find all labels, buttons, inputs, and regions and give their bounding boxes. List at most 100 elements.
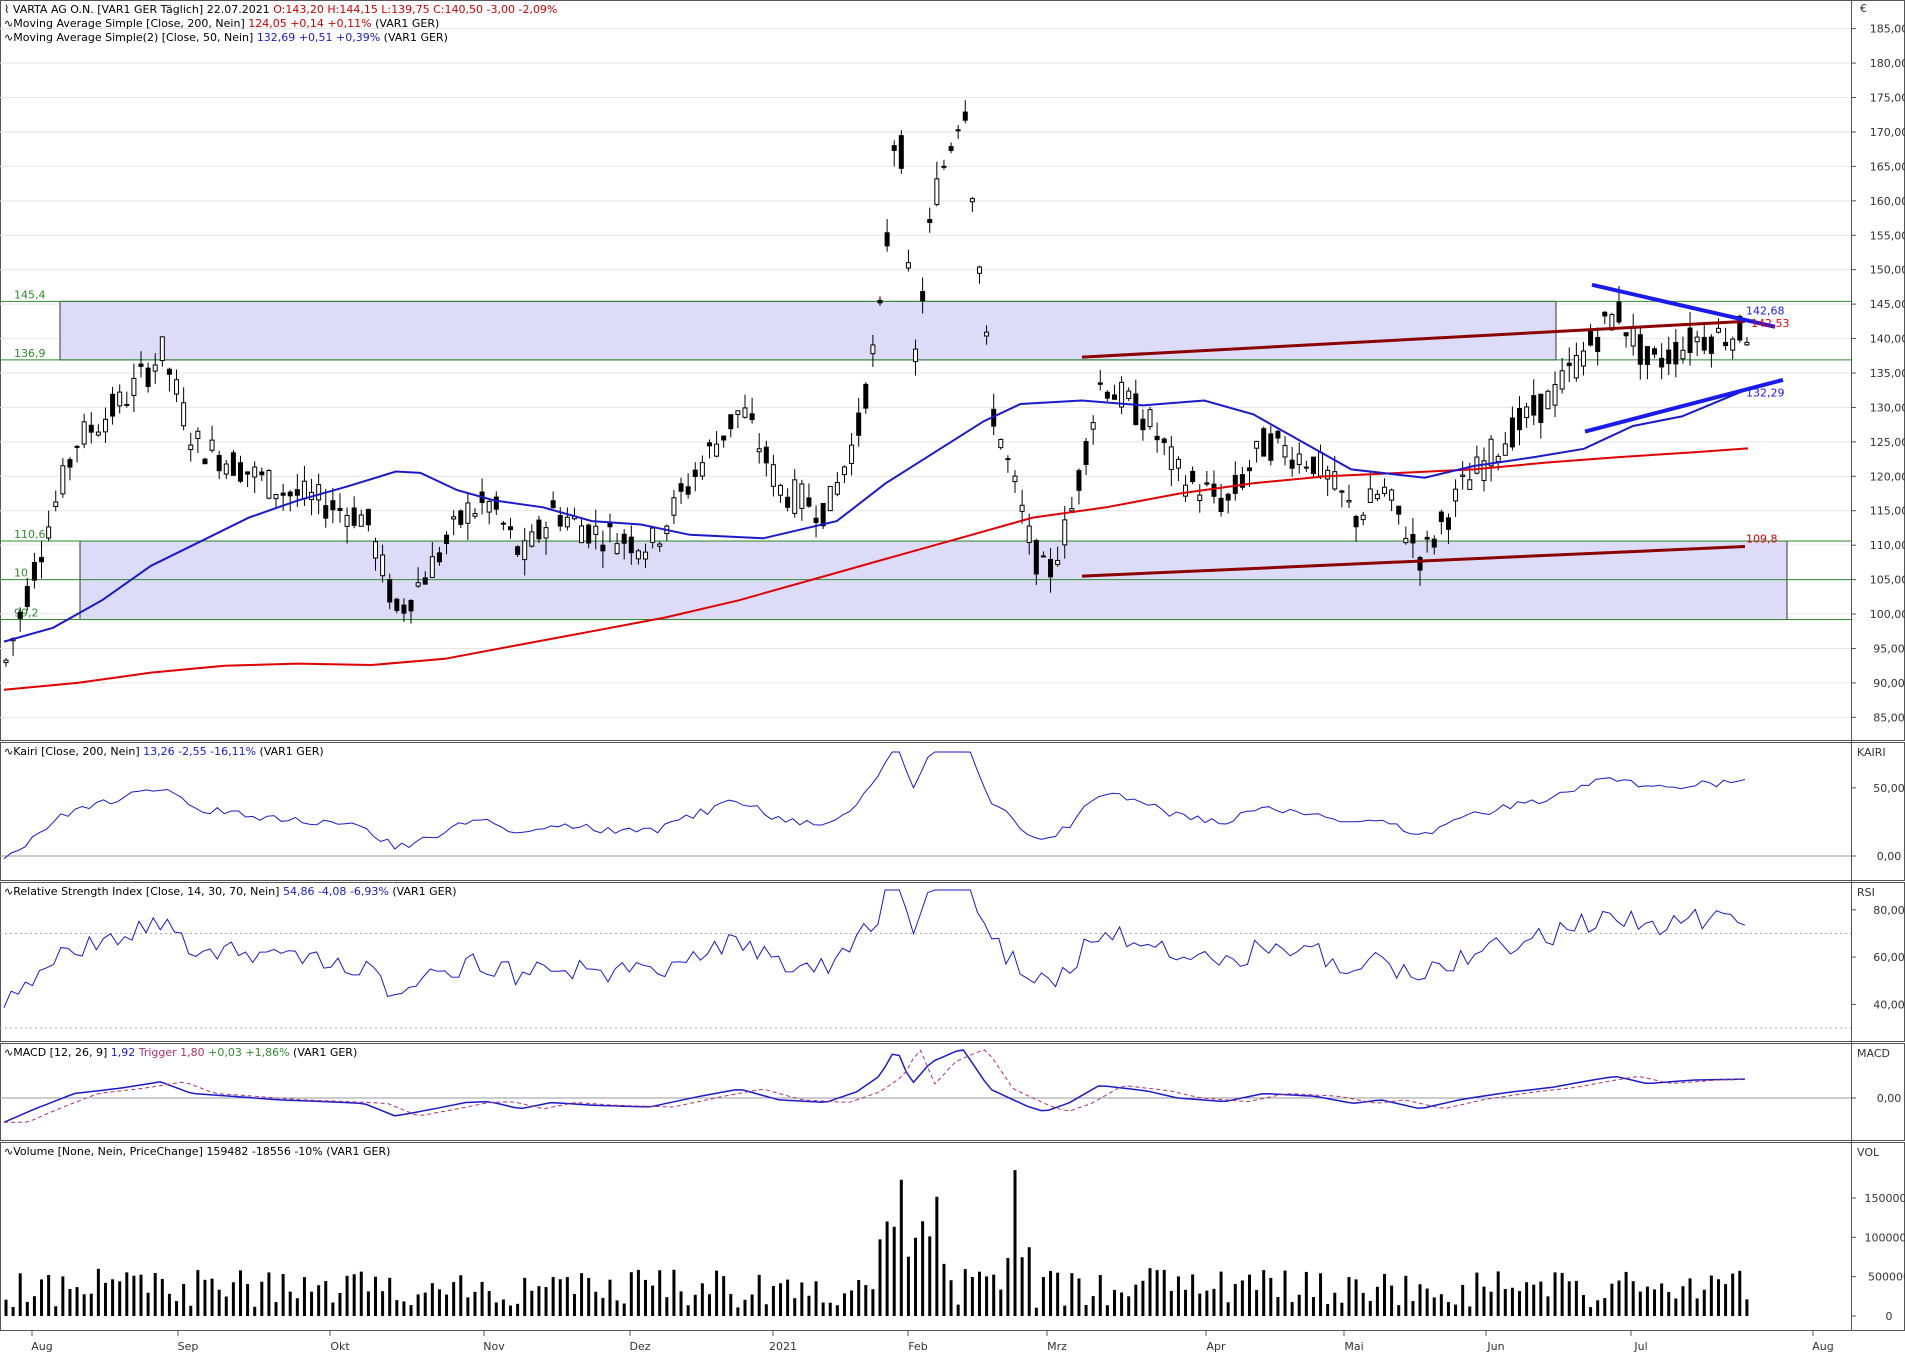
candle-body bbox=[877, 299, 883, 304]
level-label: 10 bbox=[14, 567, 28, 580]
candle-body bbox=[863, 383, 869, 409]
candle-body bbox=[124, 403, 130, 406]
candle-body bbox=[1644, 346, 1650, 365]
candle-body bbox=[394, 598, 400, 611]
rsi-tick-label: 40,00 bbox=[1873, 998, 1905, 1011]
candle-body bbox=[323, 505, 329, 519]
price-tick-label: 125,00 bbox=[1870, 436, 1905, 449]
legend-part: (VAR1 GER) bbox=[384, 31, 448, 44]
candle-body bbox=[706, 442, 712, 447]
candle-body bbox=[913, 348, 919, 362]
candle-body bbox=[287, 491, 293, 497]
support-resistance-zones: 145,4 136,9 110,6 10 99,2 bbox=[0, 288, 1851, 621]
candle-body bbox=[1111, 394, 1117, 400]
time-tick-label: Okt bbox=[330, 1340, 350, 1353]
price-tick-label: 105,00 bbox=[1870, 574, 1905, 587]
price-axis: 185,00 180,00 175,00 170,00 165,00 160,00 155,… bbox=[1851, 2, 1905, 724]
candle-body bbox=[557, 514, 563, 527]
candle-body bbox=[1438, 511, 1444, 523]
candle-body bbox=[266, 470, 272, 499]
candle-body bbox=[1580, 350, 1586, 367]
legend-part: (VAR1 GER) bbox=[375, 17, 439, 30]
candle-body bbox=[1666, 349, 1672, 365]
candle-body bbox=[1346, 500, 1352, 503]
candle-body bbox=[351, 507, 357, 526]
candle-body bbox=[486, 500, 492, 513]
candle-body bbox=[976, 266, 982, 274]
candle-body bbox=[415, 582, 421, 587]
rsi-legend: ∿Relative Strength Index [Close, 14, 30,… bbox=[4, 885, 457, 898]
candle-body bbox=[841, 466, 847, 476]
time-tick-label: Nov bbox=[483, 1340, 505, 1353]
candle-body bbox=[1104, 391, 1110, 399]
candle-body bbox=[685, 486, 691, 495]
price-tick-label: 120,00 bbox=[1870, 470, 1905, 483]
candle-body bbox=[1552, 384, 1558, 406]
price-tick-label: 170,00 bbox=[1870, 126, 1905, 139]
time-tick-label: Sep bbox=[178, 1340, 199, 1353]
legend-part: (VAR1 GER) bbox=[392, 885, 456, 898]
time-tick-label: Aug bbox=[1812, 1340, 1833, 1353]
legend-part: ⌇ VARTA AG O.N. [VAR1 GER Täglich] bbox=[4, 3, 207, 16]
candle-body bbox=[1460, 474, 1466, 477]
price-tick-label: 95,00 bbox=[1873, 642, 1905, 655]
candle-body bbox=[1467, 479, 1473, 490]
candle-body bbox=[1595, 336, 1601, 352]
macd-legend: ∿MACD [12, 26, 9] 1,92 Trigger 1,80 +0,0… bbox=[4, 1046, 357, 1059]
candle-body bbox=[714, 443, 720, 457]
candle-body bbox=[1289, 459, 1295, 469]
candle-body bbox=[259, 471, 265, 476]
candle-body bbox=[1303, 466, 1309, 469]
candle-body bbox=[1417, 557, 1423, 571]
legend-part: (VAR1 GER) bbox=[260, 745, 324, 758]
legend-part: 1,92 bbox=[111, 1046, 139, 1059]
candle-body bbox=[1701, 336, 1707, 351]
time-tick-label: Aug bbox=[31, 1340, 52, 1353]
candle-body bbox=[827, 485, 833, 512]
candle-body bbox=[1069, 508, 1075, 512]
triangle-bottom bbox=[1584, 377, 1784, 434]
candle-body bbox=[245, 471, 251, 475]
candle-body bbox=[216, 454, 222, 472]
candle-body bbox=[1268, 433, 1274, 461]
candle-body bbox=[74, 445, 80, 448]
candle-body bbox=[195, 430, 201, 439]
price-tick-label: 160,00 bbox=[1870, 195, 1905, 208]
candle-body bbox=[856, 412, 862, 436]
candle-body bbox=[1204, 482, 1210, 485]
candle-body bbox=[1161, 438, 1167, 444]
triangle-top bbox=[1591, 282, 1776, 329]
candle-body bbox=[152, 364, 158, 372]
indicator-panels: KAIRI 50,00 0,00 RSI 80,00 60,00 40,00 MACD 0,00… bbox=[0, 746, 1905, 1323]
candle-body bbox=[522, 540, 528, 561]
candle-body bbox=[1623, 332, 1629, 337]
time-tick-label: Jul bbox=[1633, 1340, 1647, 1353]
candle-body bbox=[451, 516, 457, 520]
candle-body bbox=[1339, 490, 1345, 493]
legend-part: -3,00 -2,09% bbox=[487, 3, 558, 16]
rsi-tick-label: 60,00 bbox=[1873, 951, 1905, 964]
legend-part: ∿Kairi [Close, 200, Nein] bbox=[4, 745, 143, 758]
candle-body bbox=[806, 497, 812, 507]
candle-body bbox=[81, 421, 87, 445]
candle-body bbox=[31, 562, 37, 581]
candle-body bbox=[230, 452, 236, 476]
price-tick-label: 135,00 bbox=[1870, 367, 1905, 380]
candle-body bbox=[280, 492, 286, 496]
candle-body bbox=[429, 556, 435, 578]
candle-body bbox=[166, 368, 172, 375]
candle-body bbox=[1573, 355, 1579, 379]
candle-body bbox=[1588, 329, 1594, 346]
candle-body bbox=[1424, 536, 1430, 540]
candle-body bbox=[1630, 327, 1636, 347]
price-tick-label: 145,00 bbox=[1870, 298, 1905, 311]
candle-body bbox=[1119, 381, 1125, 408]
candle-body bbox=[1033, 539, 1039, 575]
price-tick-label: 175,00 bbox=[1870, 92, 1905, 105]
candle-body bbox=[621, 533, 627, 544]
candle-body bbox=[1602, 311, 1608, 317]
candle-body bbox=[962, 111, 968, 121]
legend-part: Trigger 1,80 bbox=[138, 1046, 208, 1059]
